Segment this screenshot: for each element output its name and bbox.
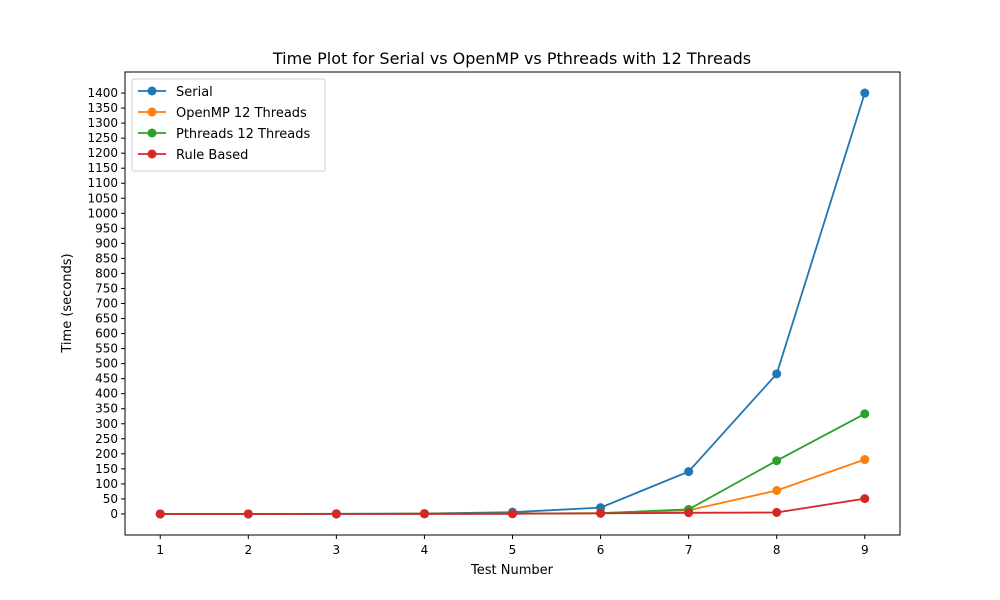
y-tick-label: 950 [95,221,118,235]
data-point-pthreads-12-threads [860,409,870,419]
legend-label: Serial [176,85,213,100]
y-tick-label: 800 [95,266,118,280]
y-tick-label: 400 [95,387,118,401]
data-point-rule-based [684,508,694,518]
y-tick-label: 350 [95,402,118,416]
y-tick-label: 700 [95,297,118,311]
y-tick-label: 450 [95,372,118,386]
legend-item: Serial [138,85,213,100]
y-tick-label: 1250 [87,131,118,145]
y-tick-label: 1400 [87,86,118,100]
x-tick-label: 8 [773,543,781,557]
y-tick-label: 1150 [87,161,118,175]
y-tick-label: 1350 [87,101,118,115]
y-tick-label: 300 [95,417,118,431]
legend-item: OpenMP 12 Threads [138,106,307,121]
x-tick-label: 2 [244,543,252,557]
x-tick-label: 6 [597,543,605,557]
data-point-pthreads-12-threads [772,456,782,466]
legend-label: OpenMP 12 Threads [176,106,307,121]
y-tick-label: 600 [95,327,118,341]
x-tick-label: 1 [156,543,164,557]
y-tick-label: 1050 [87,191,118,205]
x-tick-label: 7 [685,543,693,557]
data-point-rule-based [243,509,253,519]
series-layer [155,88,870,519]
data-point-rule-based [331,509,341,519]
data-point-serial [860,88,870,98]
y-tick-label: 1000 [87,206,118,220]
x-tick-label: 3 [333,543,341,557]
y-tick-label: 100 [95,477,118,491]
legend-marker [147,107,157,117]
y-axis-label: Time (seconds) [60,253,75,353]
y-tick-label: 150 [95,462,118,476]
y-tick-label: 0 [110,507,118,521]
y-tick-label: 1200 [87,146,118,160]
data-point-rule-based [860,494,870,504]
data-point-serial [684,467,694,477]
legend-marker [147,86,157,96]
y-tick-label: 500 [95,357,118,371]
legend: Serial OpenMP 12 Threads Pthreads 12 Threa… [131,78,326,172]
chart-title: Time Plot for Serial vs OpenMP vs Pthrea… [272,49,751,68]
y-tick-label: 250 [95,432,118,446]
y-tick-label: 750 [95,281,118,295]
legend-marker [147,149,157,159]
y-tick-label: 850 [95,251,118,265]
series-rule-based [155,494,870,519]
legend-label: Pthreads 12 Threads [176,127,310,142]
legend-item: Rule Based [138,148,248,163]
y-tick-label: 1300 [87,116,118,130]
data-point-openmp-12-threads [772,486,782,496]
x-axis-label: Test Number [470,563,554,578]
data-point-rule-based [419,509,429,519]
legend-box [131,78,326,172]
x-tick-label: 9 [861,543,869,557]
y-tick-label: 1100 [87,176,118,190]
y-tick-label: 900 [95,236,118,250]
x-tick-label: 4 [421,543,429,557]
y-tick-label: 550 [95,342,118,356]
x-axis: 1 2 3 4 5 6 7 8 9 [156,535,869,557]
y-tick-label: 650 [95,312,118,326]
legend-label: Rule Based [176,148,248,163]
y-tick-label: 50 [103,492,118,506]
data-point-rule-based [508,509,517,519]
data-point-serial [772,369,782,379]
data-point-rule-based [596,508,606,518]
data-point-openmp-12-threads [860,455,870,465]
y-axis: 0501001502002503003504004505005506006507… [87,86,125,521]
y-tick-label: 200 [95,447,118,461]
legend-marker [147,128,157,138]
data-point-rule-based [155,509,165,519]
data-point-rule-based [772,507,782,517]
x-tick-label: 5 [509,543,517,557]
legend-item: Pthreads 12 Threads [138,127,310,142]
